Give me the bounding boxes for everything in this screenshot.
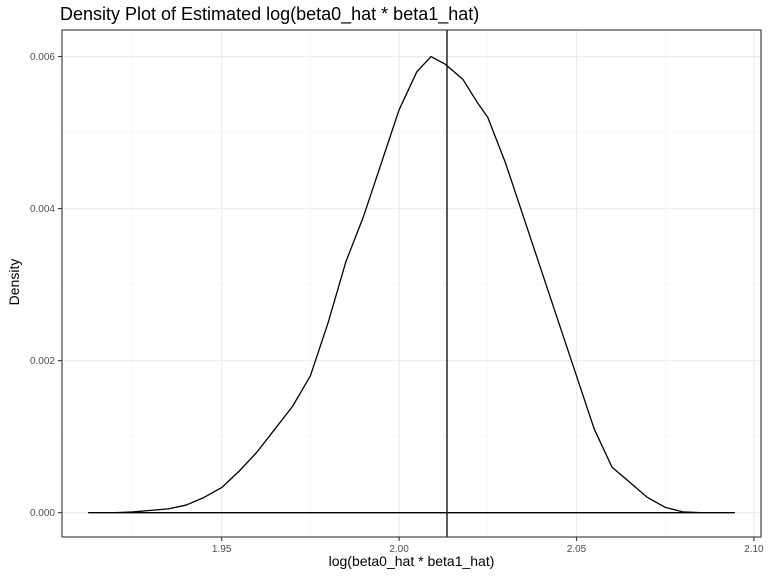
x-tick-label: 1.95: [212, 544, 232, 555]
y-tick-label: 0.004: [30, 204, 55, 215]
x-tick-label: 2.00: [389, 544, 409, 555]
plot-panel-border: [61, 29, 762, 538]
density-curve-series-0: [87, 55, 736, 514]
y-axis-label: Density: [6, 258, 22, 306]
plot-panel-background: [62, 30, 761, 537]
x-tick-label: 2.05: [567, 544, 587, 555]
x-axis-label: log(beta0_hat * beta1_hat): [328, 553, 495, 569]
x-tick-label: 2.10: [744, 544, 764, 555]
y-tick-label: 0.002: [30, 356, 55, 367]
y-tick-label: 0.006: [30, 52, 55, 63]
y-tick-label: 0.000: [30, 508, 55, 519]
chart-title: Density Plot of Estimated log(beta0_hat …: [60, 4, 480, 24]
